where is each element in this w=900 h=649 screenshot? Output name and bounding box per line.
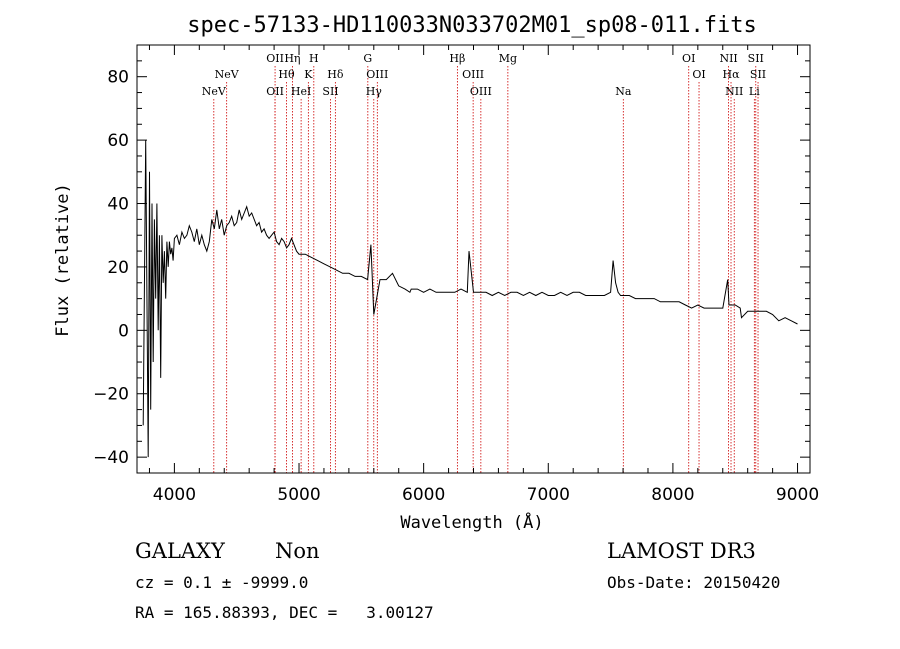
line-marker-label-25: NII bbox=[725, 85, 743, 98]
y-tick-label-6: 80 bbox=[107, 68, 129, 88]
x-tick-label-0: 4000 bbox=[153, 485, 196, 505]
line-marker-label-4: H bbox=[309, 52, 319, 65]
line-marker-label-2: OII bbox=[266, 52, 284, 65]
object-subclass: Non bbox=[275, 539, 320, 563]
line-marker-label-7: Hδ bbox=[327, 68, 344, 81]
redshift-text: cz = 0.1 ± -9999.0 bbox=[135, 573, 308, 592]
line-marker-label-13: Hγ bbox=[366, 85, 383, 98]
line-marker-label-10: SII bbox=[322, 85, 338, 98]
line-marker-label-14: Hβ bbox=[449, 52, 465, 65]
object-class: GALAXY bbox=[135, 539, 226, 563]
y-tick-label-1: −20 bbox=[93, 385, 129, 405]
line-marker-label-9: HeI bbox=[291, 85, 311, 98]
line-marker-label-5: Hθ bbox=[278, 68, 295, 81]
x-tick-label-2: 6000 bbox=[402, 485, 445, 505]
line-marker-label-0: NeV bbox=[202, 85, 227, 98]
line-marker-label-20: OI bbox=[692, 68, 705, 81]
y-tick-label-4: 40 bbox=[107, 195, 129, 215]
axes: 4000 5000 6000 7000 8000 9000 −40 −20 0 20 40 60 80 bbox=[93, 45, 819, 505]
line-marker-label-18: Na bbox=[615, 85, 632, 98]
y-tick-label-2: 0 bbox=[118, 321, 129, 341]
line-marker-label-21: NII bbox=[719, 52, 737, 65]
line-marker-label-12: OIII bbox=[366, 68, 388, 81]
x-tick-label-3: 7000 bbox=[527, 485, 570, 505]
line-marker-label-6: K bbox=[304, 68, 313, 81]
line-marker-label-11: G bbox=[363, 52, 372, 65]
x-axis-label: Wavelength (Å) bbox=[400, 511, 543, 533]
line-marker-label-1: NeV bbox=[215, 68, 240, 81]
line-marker-label-23: Hα bbox=[723, 68, 741, 81]
line-marker-label-17: Mg bbox=[499, 52, 517, 65]
survey-name: LAMOST DR3 bbox=[607, 539, 756, 563]
x-tick-label-5: 9000 bbox=[776, 485, 819, 505]
line-marker-label-19: OI bbox=[682, 52, 695, 65]
spectrum-series bbox=[142, 140, 798, 458]
coordinates-text: RA = 165.88393, DEC = 3.00127 bbox=[135, 603, 434, 622]
line-marker-label-26: Li bbox=[749, 85, 760, 98]
line-marker-label-16: OIII bbox=[470, 85, 492, 98]
y-axis-label: Flux (relative) bbox=[53, 183, 73, 337]
obs-date-text: Obs-Date: 20150420 bbox=[607, 573, 780, 592]
y-tick-label-3: 20 bbox=[107, 258, 129, 278]
line-marker-label-15: OIII bbox=[462, 68, 484, 81]
x-tick-label-4: 8000 bbox=[651, 485, 694, 505]
y-tick-label-5: 60 bbox=[107, 131, 129, 151]
line-marker-label-8: OII bbox=[266, 85, 284, 98]
chart-title: spec-57133-HD110033N033702M01_sp08-011.f… bbox=[187, 13, 757, 38]
line-marker-label-22: SII bbox=[748, 52, 764, 65]
y-tick-label-0: −40 bbox=[93, 448, 129, 468]
x-tick-label-1: 5000 bbox=[277, 485, 320, 505]
spectrum-line-0 bbox=[142, 140, 798, 458]
line-marker-label-3: Hη bbox=[284, 52, 300, 65]
line-marker-label-24: SII bbox=[750, 68, 766, 81]
